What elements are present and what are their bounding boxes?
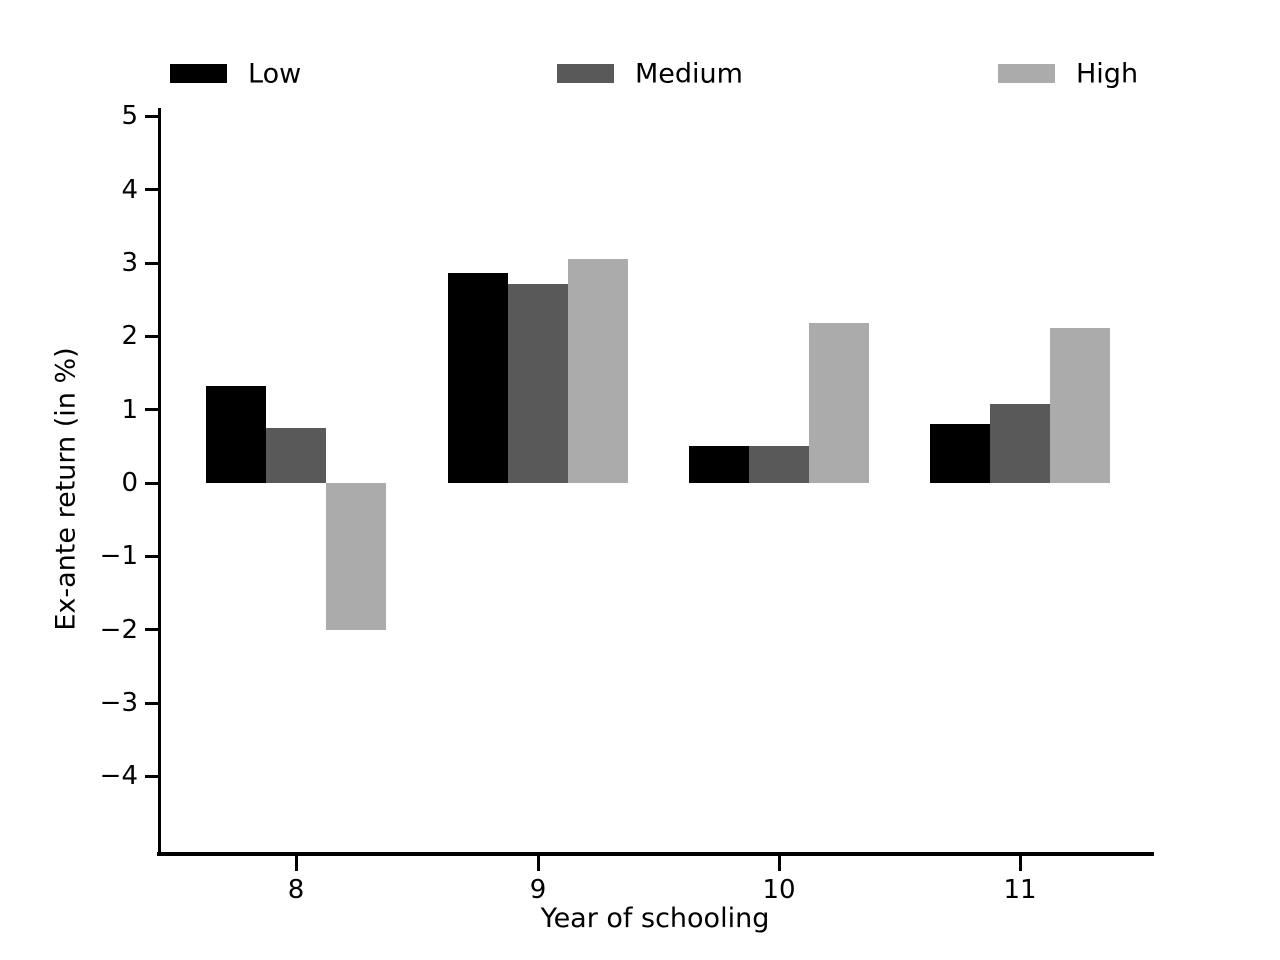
y-tick-2 bbox=[145, 334, 158, 338]
bar-medium-10 bbox=[749, 446, 809, 483]
y-tick-5 bbox=[145, 114, 158, 118]
y-tick-4 bbox=[145, 188, 158, 192]
y-tick-1 bbox=[145, 408, 158, 412]
y-tick-3 bbox=[145, 261, 158, 265]
y-tick-0 bbox=[145, 481, 158, 485]
x-tick-label-10: 10 bbox=[762, 875, 796, 905]
x-tick-10 bbox=[777, 856, 781, 871]
x-tick-label-8: 8 bbox=[287, 875, 305, 905]
y-tick-label-1: 1 bbox=[121, 394, 138, 425]
y-tick--2 bbox=[145, 628, 158, 632]
bar-low-9 bbox=[448, 272, 508, 483]
x-tick-9 bbox=[536, 856, 540, 871]
x-axis-spine bbox=[157, 852, 1154, 856]
legend-label-medium: Medium bbox=[635, 58, 743, 90]
x-tick-11 bbox=[1018, 856, 1022, 871]
y-tick-label-2: 2 bbox=[121, 321, 138, 352]
bar-low-8 bbox=[206, 385, 266, 483]
y-tick-label-3: 3 bbox=[121, 248, 138, 278]
y-axis-spine bbox=[158, 108, 161, 856]
legend-swatch-medium bbox=[557, 64, 614, 83]
y-axis-label: Ex-ante return (in %) bbox=[50, 347, 82, 631]
y-tick-label--3: −3 bbox=[99, 688, 138, 718]
bar-high-11 bbox=[1050, 327, 1110, 483]
legend-swatch-low bbox=[170, 64, 227, 83]
bar-high-9 bbox=[568, 259, 628, 483]
y-tick-label-0: 0 bbox=[121, 468, 138, 498]
legend-label-low: Low bbox=[248, 58, 302, 90]
y-tick--4 bbox=[145, 774, 158, 778]
y-tick--3 bbox=[145, 701, 158, 705]
x-tick-label-11: 11 bbox=[1003, 875, 1037, 905]
bar-medium-8 bbox=[266, 428, 326, 483]
y-tick-label--2: −2 bbox=[99, 614, 138, 645]
legend-swatch-high bbox=[998, 64, 1055, 83]
legend-label-high: High bbox=[1076, 58, 1139, 90]
bar-medium-11 bbox=[990, 403, 1050, 483]
x-tick-8 bbox=[294, 856, 298, 871]
bar-high-8 bbox=[326, 483, 386, 630]
y-tick-label-5: 5 bbox=[121, 101, 138, 132]
bar-high-10 bbox=[809, 323, 869, 483]
x-axis-label: Year of schooling bbox=[540, 903, 770, 934]
bar-low-10 bbox=[689, 445, 749, 483]
bar-low-11 bbox=[930, 424, 990, 483]
y-tick-label-4: 4 bbox=[121, 174, 138, 205]
y-tick-label--4: −4 bbox=[99, 761, 138, 792]
x-tick-label-9: 9 bbox=[529, 875, 547, 905]
y-tick--1 bbox=[145, 554, 158, 558]
bar-medium-9 bbox=[508, 284, 568, 483]
y-tick-label--1: −1 bbox=[99, 541, 138, 572]
